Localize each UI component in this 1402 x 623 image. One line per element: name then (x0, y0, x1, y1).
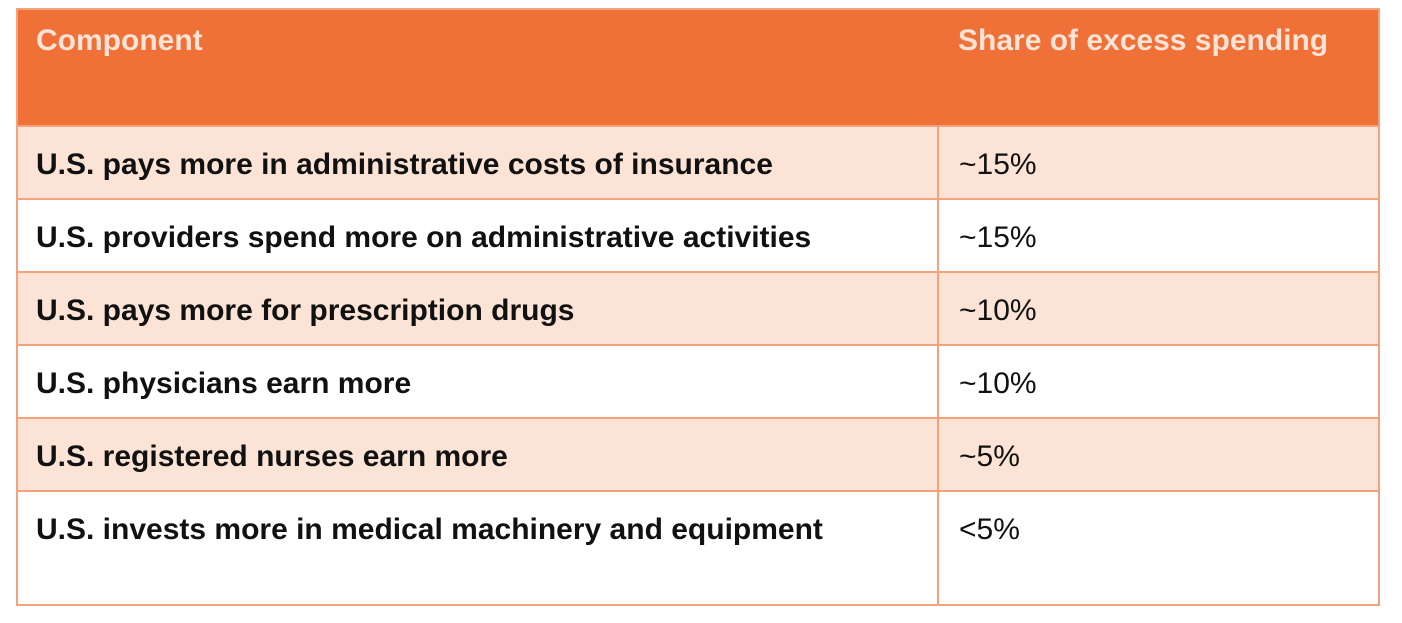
table-row: U.S. physicians earn more ~10% (18, 344, 1378, 418)
excess-spending-table-container: Component Share of excess spending U.S. … (16, 8, 1380, 606)
column-header-share: Share of excess spending (938, 10, 1378, 126)
column-header-component: Component (18, 10, 938, 126)
share-cell: ~5% (938, 417, 1378, 491)
excess-spending-table: Component Share of excess spending U.S. … (18, 10, 1378, 604)
table-row: U.S. registered nurses earn more ~5% (18, 417, 1378, 491)
component-cell: U.S. pays more in administrative costs o… (18, 125, 939, 199)
table-row: U.S. pays more for prescription drugs ~1… (18, 271, 1378, 345)
component-cell: U.S. physicians earn more (18, 344, 939, 418)
header-row: Component Share of excess spending (18, 10, 1378, 126)
component-cell: U.S. providers spend more on administrat… (18, 198, 939, 272)
share-cell: ~15% (938, 198, 1378, 272)
table-row: U.S. invests more in medical machinery a… (18, 490, 1378, 604)
table-body: U.S. pays more in administrative costs o… (18, 125, 1378, 604)
share-cell: ~10% (938, 344, 1378, 418)
table-row: U.S. pays more in administrative costs o… (18, 125, 1378, 199)
share-cell: <5% (938, 490, 1378, 604)
share-cell: ~15% (938, 125, 1378, 199)
component-cell: U.S. registered nurses earn more (18, 417, 939, 491)
table-row: U.S. providers spend more on administrat… (18, 198, 1378, 272)
component-cell: U.S. invests more in medical machinery a… (18, 490, 939, 604)
share-cell: ~10% (938, 271, 1378, 345)
component-cell: U.S. pays more for prescription drugs (18, 271, 939, 345)
table-header: Component Share of excess spending (18, 10, 1378, 126)
